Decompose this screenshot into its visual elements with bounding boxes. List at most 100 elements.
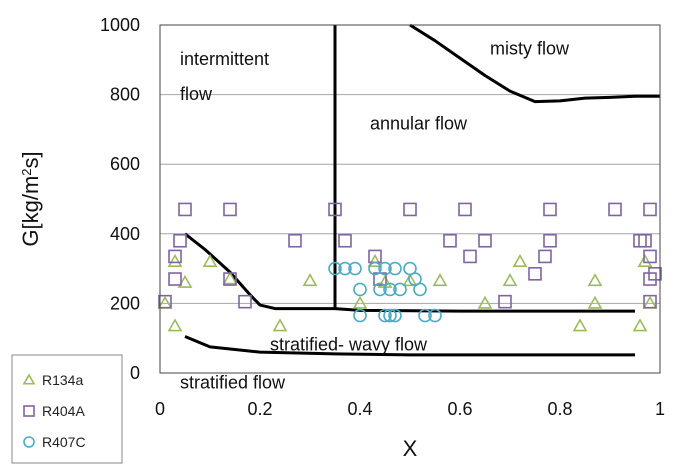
region-label-misty-flow: misty flow bbox=[490, 39, 570, 59]
legend-marker-R134a bbox=[22, 373, 36, 385]
point-R407C bbox=[428, 308, 442, 323]
point-R134a bbox=[302, 273, 318, 287]
point-R404A bbox=[173, 233, 187, 248]
y-tick-label: 800 bbox=[110, 85, 140, 105]
point-R407C bbox=[418, 308, 432, 323]
point-R134a bbox=[502, 273, 518, 287]
point-R134a bbox=[587, 273, 603, 287]
point-R404A bbox=[223, 272, 237, 286]
legend-label-R407C: R407C bbox=[42, 434, 86, 450]
y-tick-label: 0 bbox=[130, 363, 140, 383]
point-R134a bbox=[512, 254, 528, 267]
y-axis-title-base: G[kg/m bbox=[18, 176, 43, 247]
y-tick-label: 600 bbox=[110, 154, 140, 174]
point-R407C bbox=[383, 282, 397, 297]
x-tick-label: 0.2 bbox=[247, 399, 272, 419]
x-tick-label: 0.8 bbox=[547, 399, 572, 419]
point-R134a bbox=[632, 318, 648, 332]
point-R134a bbox=[572, 318, 588, 332]
point-R404A bbox=[458, 202, 472, 217]
point-R404A bbox=[648, 267, 662, 281]
region-label-line: stratified flow bbox=[180, 373, 286, 393]
point-R407C bbox=[328, 261, 342, 276]
point-R407C bbox=[368, 261, 382, 276]
region-label-line: intermittent bbox=[180, 49, 269, 69]
x-tick-label: 0.6 bbox=[447, 399, 472, 419]
point-R404A bbox=[443, 233, 457, 248]
point-R407C bbox=[353, 308, 367, 323]
y-axis-title: G[kg/m2s] bbox=[18, 151, 43, 246]
legend-marker-R407C bbox=[23, 436, 35, 448]
point-R404A bbox=[463, 249, 477, 264]
point-R404A bbox=[543, 202, 557, 217]
region-label-stratified-flow: stratified flow bbox=[180, 373, 286, 393]
point-R134a bbox=[157, 295, 173, 309]
point-R407C bbox=[348, 261, 362, 276]
y-tick-label: 1000 bbox=[100, 15, 140, 35]
data-points bbox=[157, 202, 662, 332]
point-R134a bbox=[432, 273, 448, 287]
series-R407C bbox=[328, 261, 442, 323]
point-R404A bbox=[608, 202, 622, 217]
point-R134a bbox=[222, 271, 238, 285]
point-R134a bbox=[587, 295, 603, 309]
point-R134a bbox=[272, 318, 288, 332]
x-tick-label: 1 bbox=[655, 399, 665, 419]
series-R404A bbox=[158, 202, 662, 309]
point-R407C bbox=[388, 308, 402, 323]
point-R134a bbox=[642, 295, 658, 309]
x-tick-label: 0 bbox=[155, 399, 165, 419]
region-label-stratified-wavy-flow: stratified- wavy flow bbox=[270, 334, 428, 354]
region-label-annular-flow: annular flow bbox=[370, 113, 468, 133]
point-R404A bbox=[543, 233, 557, 248]
y-tick-label: 200 bbox=[110, 293, 140, 313]
point-R404A bbox=[328, 202, 342, 217]
point-R407C bbox=[393, 282, 407, 297]
stratified-wavy-upper-boundary bbox=[184, 232, 635, 313]
region-label-line: stratified- wavy flow bbox=[270, 334, 428, 354]
point-R134a bbox=[177, 274, 193, 288]
point-R404A bbox=[643, 294, 657, 309]
legend-label-R404A: R404A bbox=[42, 403, 85, 419]
point-R407C bbox=[353, 282, 367, 297]
point-R407C bbox=[338, 261, 352, 276]
legend-label-R134a: R134a bbox=[42, 372, 83, 388]
point-R404A bbox=[158, 294, 172, 309]
point-R404A bbox=[478, 233, 492, 248]
x-axis-ticks: 0 0.2 0.4 0.6 0.8 1 bbox=[155, 399, 665, 419]
region-label-line: flow bbox=[180, 84, 213, 104]
point-R404A bbox=[643, 202, 657, 217]
point-R404A bbox=[238, 294, 252, 309]
stratified-lower-boundary bbox=[184, 335, 635, 357]
region-label-line: annular flow bbox=[370, 113, 468, 133]
gridlines bbox=[160, 24, 660, 374]
plot-frame bbox=[159, 24, 661, 374]
y-axis-title-tail: s] bbox=[18, 151, 43, 168]
point-R404A bbox=[168, 272, 182, 286]
region-label-line: misty flow bbox=[490, 39, 570, 59]
x-tick-label: 0.4 bbox=[347, 399, 372, 419]
point-R134a bbox=[202, 254, 218, 267]
point-R407C bbox=[373, 282, 387, 297]
point-R404A bbox=[633, 233, 647, 248]
legend-marker-R404A bbox=[23, 405, 35, 417]
flow-regime-labels: intermittent flow misty flow annular flow st… bbox=[180, 39, 570, 393]
point-R404A bbox=[223, 202, 237, 217]
legend: R134a R404A R407C bbox=[11, 354, 123, 464]
point-R404A bbox=[538, 249, 552, 264]
point-R404A bbox=[288, 233, 302, 248]
legend-box bbox=[11, 354, 123, 464]
point-R404A bbox=[338, 233, 352, 248]
series-R134a bbox=[157, 254, 658, 332]
point-R404A bbox=[403, 202, 417, 217]
flow-regime-boundaries bbox=[184, 23, 660, 357]
point-R134a bbox=[637, 254, 653, 267]
point-R134a bbox=[402, 273, 418, 287]
point-R134a bbox=[167, 318, 183, 332]
region-label-intermittent-flow: intermittent flow bbox=[180, 49, 269, 104]
annular-misty-boundary bbox=[409, 23, 660, 104]
y-tick-label: 400 bbox=[110, 224, 140, 244]
point-R407C bbox=[383, 308, 397, 323]
y-axis-ticks: 0 200 400 600 800 1000 bbox=[100, 15, 140, 383]
